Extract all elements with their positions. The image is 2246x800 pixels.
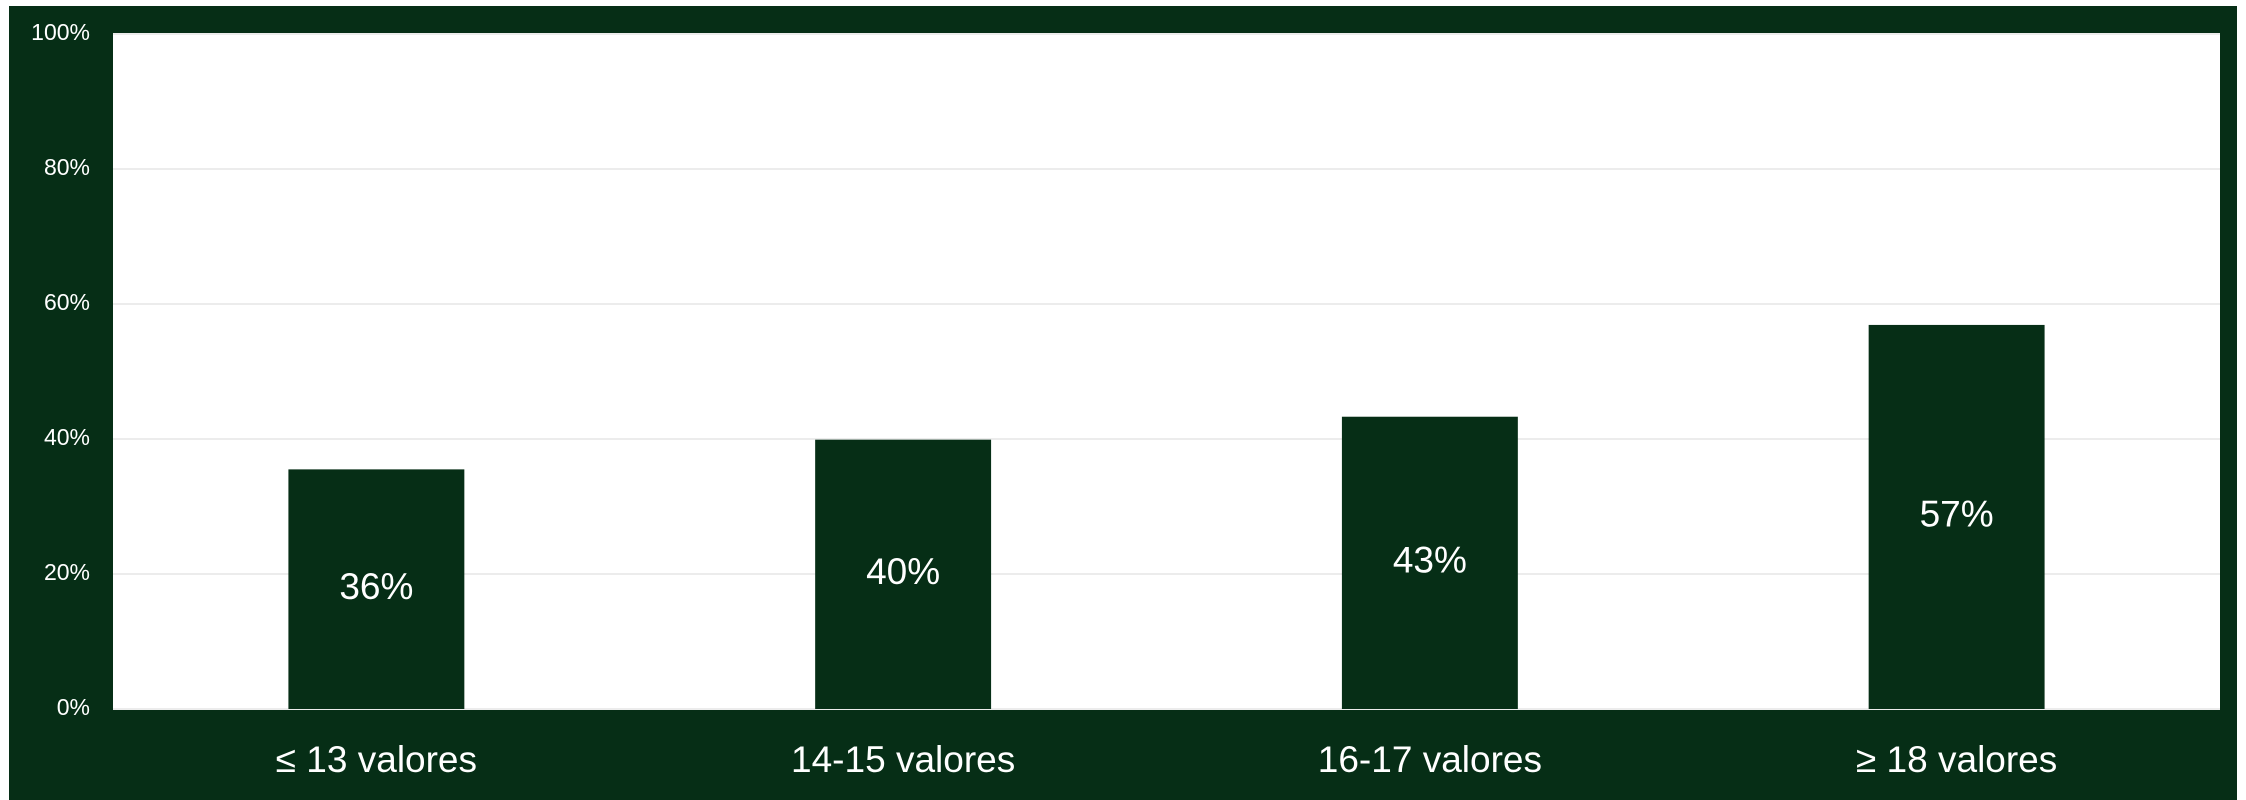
data-label: 57% bbox=[1920, 494, 1994, 535]
data-label: 40% bbox=[866, 551, 940, 592]
x-tick-label: ≤ 13 valores bbox=[276, 739, 477, 780]
y-tick-label: 40% bbox=[44, 424, 90, 450]
y-tick-label: 60% bbox=[44, 289, 90, 315]
x-tick-label: 16-17 valores bbox=[1318, 739, 1542, 780]
y-tick-label: 80% bbox=[44, 154, 90, 180]
x-tick-label: ≥ 18 valores bbox=[1856, 739, 2057, 780]
bar bbox=[1868, 324, 2045, 709]
y-tick-label: 100% bbox=[31, 19, 90, 45]
x-tick-label: 14-15 valores bbox=[791, 739, 1015, 780]
data-label: 36% bbox=[339, 566, 413, 607]
bar bbox=[1341, 416, 1518, 709]
bar bbox=[288, 469, 465, 709]
y-tick-label: 20% bbox=[44, 559, 90, 585]
bar bbox=[815, 439, 992, 709]
y-tick-label: 0% bbox=[57, 694, 90, 720]
data-label: 43% bbox=[1393, 540, 1467, 581]
